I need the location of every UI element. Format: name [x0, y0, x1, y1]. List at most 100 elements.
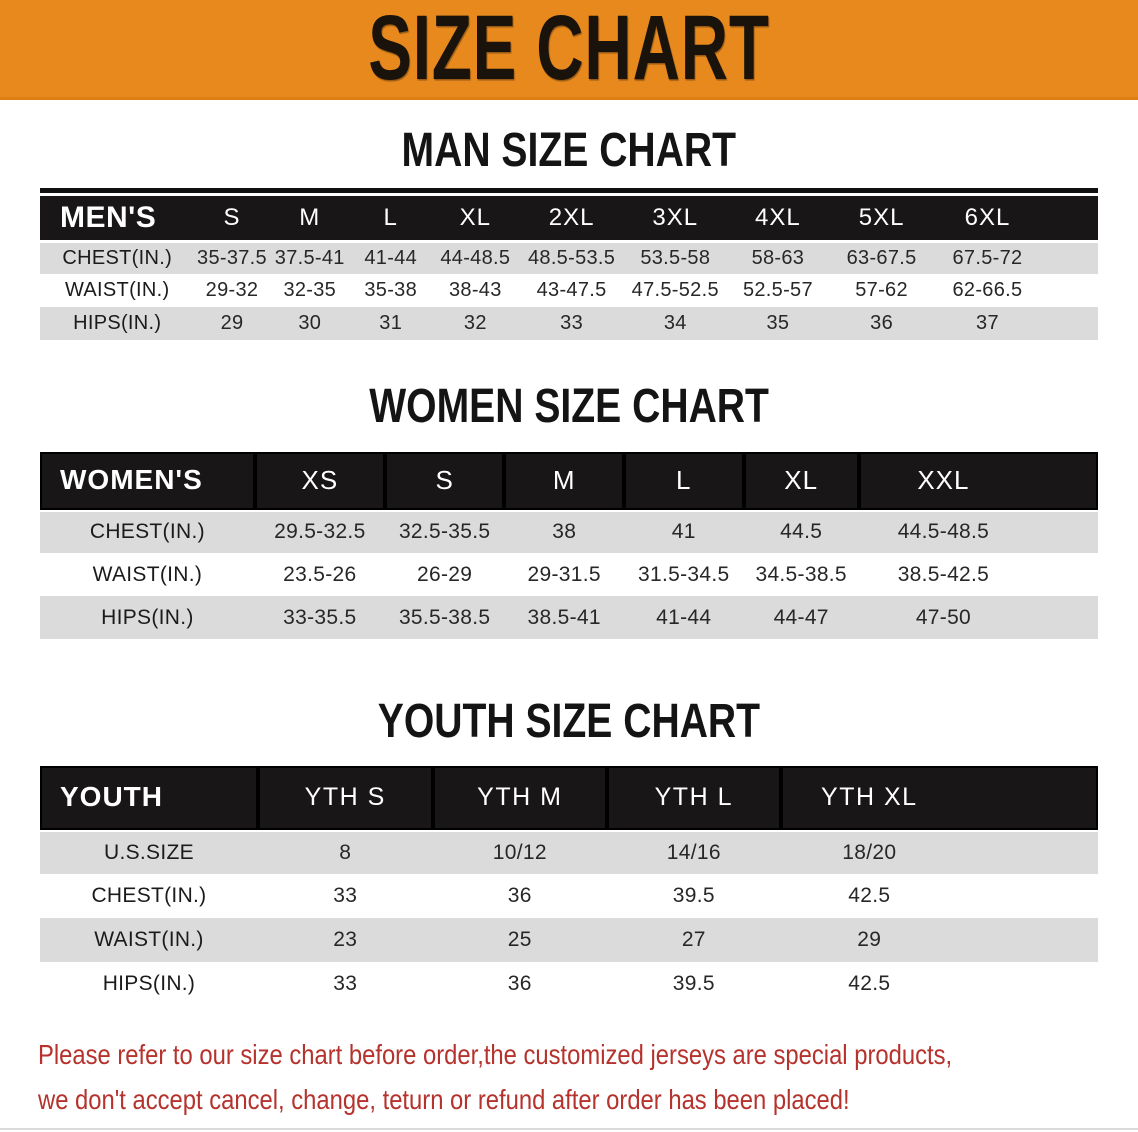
size-value-cell: 31.5-34.5: [623, 553, 744, 596]
youth-size-section: YOUTH SIZE CHART YOUTH YTH S YTH M YTH L YTH…: [0, 693, 1138, 1006]
size-value-cell: 33-35.5: [254, 596, 385, 639]
size-value-cell: 41-44: [349, 241, 432, 274]
size-value-cell: 29-32: [194, 274, 270, 307]
size-column-header: L: [349, 196, 432, 243]
measurement-label-cell: CHEST(IN.): [40, 874, 258, 918]
size-value-cell: 48.5-53.5: [519, 241, 624, 274]
table-row: WAIST(IN.) 23.5-26 26-29 29-31.5 31.5-34.5 34…: [40, 553, 1098, 596]
size-value-cell: 44-47: [743, 596, 859, 639]
size-value-cell: 41: [623, 510, 744, 553]
size-value-cell: 31: [349, 307, 432, 340]
size-value-cell: 26-29: [384, 553, 505, 596]
size-column-header: XXL: [858, 452, 1098, 512]
size-value-cell: 34: [623, 307, 727, 340]
size-value-cell: 23.5-26: [254, 553, 385, 596]
banner: SIZE CHART: [0, 0, 1138, 100]
measurement-label-cell: CHEST(IN.): [40, 510, 255, 553]
table-title-cell: WOMEN'S: [40, 452, 255, 512]
table-title-cell: MEN'S: [40, 196, 195, 243]
table-row: CHEST(IN.) 35-37.5 37.5-41 41-44 44-48.5 48.5…: [40, 241, 1098, 274]
women-section-title: WOMEN SIZE CHART: [369, 377, 769, 433]
size-column-header: YTH L: [607, 766, 781, 832]
men-size-table: MEN'S S M L XL 2XL 3XL 4XL 5XL 6XL CHEST(IN.) 35-37…: [40, 196, 1098, 340]
size-column-header: S: [384, 452, 505, 512]
size-column-header: 4XL: [726, 196, 830, 243]
table-row: HIPS(IN.) 29 30 31 32 33 34 35 36 37: [40, 307, 1098, 340]
size-value-cell: 35-38: [349, 274, 432, 307]
size-value-cell: 35: [726, 307, 830, 340]
size-column-header: 6XL: [933, 196, 1098, 243]
size-value-cell: 36: [432, 874, 608, 918]
size-value-cell: 32-35: [269, 274, 350, 307]
measurement-label-cell: WAIST(IN.): [40, 553, 255, 596]
men-table-top-border: [40, 188, 1098, 193]
size-value-cell: 32: [431, 307, 520, 340]
size-value-cell: 35.5-38.5: [384, 596, 505, 639]
size-value-cell: 63-67.5: [829, 241, 934, 274]
size-value-cell: 29: [194, 307, 270, 340]
size-value-cell: 43-47.5: [519, 274, 624, 307]
page-title: SIZE CHART: [368, 0, 770, 99]
size-value-cell: 14/16: [607, 830, 781, 874]
size-value-cell: 33: [257, 962, 433, 1006]
size-value-cell: 62-66.5: [933, 274, 1098, 307]
women-size-table: WOMEN'S XS S M L XL XXL CHEST(IN.) 29.5-32.5 32.5…: [40, 452, 1098, 639]
size-value-cell: 42.5: [780, 962, 1098, 1006]
size-column-header: XL: [743, 452, 859, 512]
table-row: WAIST(IN.) 29-32 32-35 35-38 38-43 43-47.5 47.…: [40, 274, 1098, 307]
table-title-cell: YOUTH: [40, 766, 258, 832]
youth-section-title: YOUTH SIZE CHART: [377, 692, 761, 748]
measurement-label-cell: CHEST(IN.): [40, 241, 195, 274]
table-row: WAIST(IN.) 23 25 27 29: [40, 918, 1098, 962]
size-column-header: XL: [431, 196, 520, 243]
size-column-header: XS: [254, 452, 385, 512]
size-value-cell: 39.5: [607, 962, 781, 1006]
size-column-header: 3XL: [623, 196, 727, 243]
size-value-cell: 44-48.5: [431, 241, 520, 274]
table-row: HIPS(IN.) 33-35.5 35.5-38.5 38.5-41 41-44 44-…: [40, 596, 1098, 639]
measurement-label-cell: U.S.SIZE: [40, 830, 258, 874]
size-column-header: L: [623, 452, 744, 512]
size-value-cell: 44.5-48.5: [858, 510, 1098, 553]
table-row: HIPS(IN.) 33 36 39.5 42.5: [40, 962, 1098, 1006]
table-row: CHEST(IN.) 29.5-32.5 32.5-35.5 38 41 44.5 44.5…: [40, 510, 1098, 553]
table-header-row: MEN'S S M L XL 2XL 3XL 4XL 5XL 6XL: [40, 196, 1098, 243]
size-value-cell: 67.5-72: [933, 241, 1098, 274]
table-row: CHEST(IN.) 33 36 39.5 42.5: [40, 874, 1098, 918]
measurement-label-cell: HIPS(IN.): [40, 596, 255, 639]
men-section-title: MAN SIZE CHART: [401, 121, 737, 177]
size-value-cell: 32.5-35.5: [384, 510, 505, 553]
disclaimer-line-2: we don't accept cancel, change, teturn o…: [38, 1084, 850, 1115]
size-value-cell: 37.5-41: [269, 241, 350, 274]
size-value-cell: 10/12: [432, 830, 608, 874]
size-value-cell: 47.5-52.5: [623, 274, 727, 307]
disclaimer: Please refer to our size chart before or…: [0, 1032, 1138, 1122]
youth-size-table: YOUTH YTH S YTH M YTH L YTH XL U.S.SIZE 8 10/12…: [40, 766, 1098, 1006]
size-value-cell: 38: [504, 510, 624, 553]
size-value-cell: 29-31.5: [504, 553, 624, 596]
disclaimer-line-1: Please refer to our size chart before or…: [38, 1039, 953, 1070]
size-value-cell: 38.5-41: [504, 596, 624, 639]
size-value-cell: 25: [432, 918, 608, 962]
size-value-cell: 8: [257, 830, 433, 874]
size-value-cell: 34.5-38.5: [743, 553, 859, 596]
men-size-section: MAN SIZE CHART MEN'S S M L XL 2XL 3XL 4XL 5XL 6XL…: [0, 122, 1138, 340]
size-value-cell: 38-43: [431, 274, 520, 307]
table-header-row: WOMEN'S XS S M L XL XXL: [40, 452, 1098, 512]
size-value-cell: 29: [780, 918, 1098, 962]
size-column-header: YTH S: [257, 766, 433, 832]
women-size-section: WOMEN SIZE CHART WOMEN'S XS S M L XL XXL CHEST(…: [0, 378, 1138, 639]
size-value-cell: 47-50: [858, 596, 1098, 639]
size-value-cell: 44.5: [743, 510, 859, 553]
size-value-cell: 37: [933, 307, 1098, 340]
measurement-label-cell: WAIST(IN.): [40, 918, 258, 962]
image-bottom-edge: [0, 1128, 1138, 1130]
size-value-cell: 27: [607, 918, 781, 962]
size-value-cell: 53.5-58: [623, 241, 727, 274]
size-column-header: YTH XL: [780, 766, 1098, 832]
size-column-header: S: [194, 196, 270, 243]
measurement-label-cell: HIPS(IN.): [40, 307, 195, 340]
size-value-cell: 33: [257, 874, 433, 918]
measurement-label-cell: WAIST(IN.): [40, 274, 195, 307]
